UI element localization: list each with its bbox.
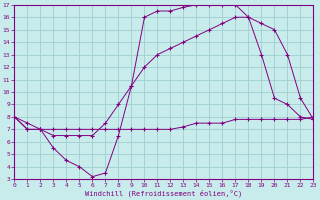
X-axis label: Windchill (Refroidissement éolien,°C): Windchill (Refroidissement éolien,°C) bbox=[85, 190, 243, 197]
